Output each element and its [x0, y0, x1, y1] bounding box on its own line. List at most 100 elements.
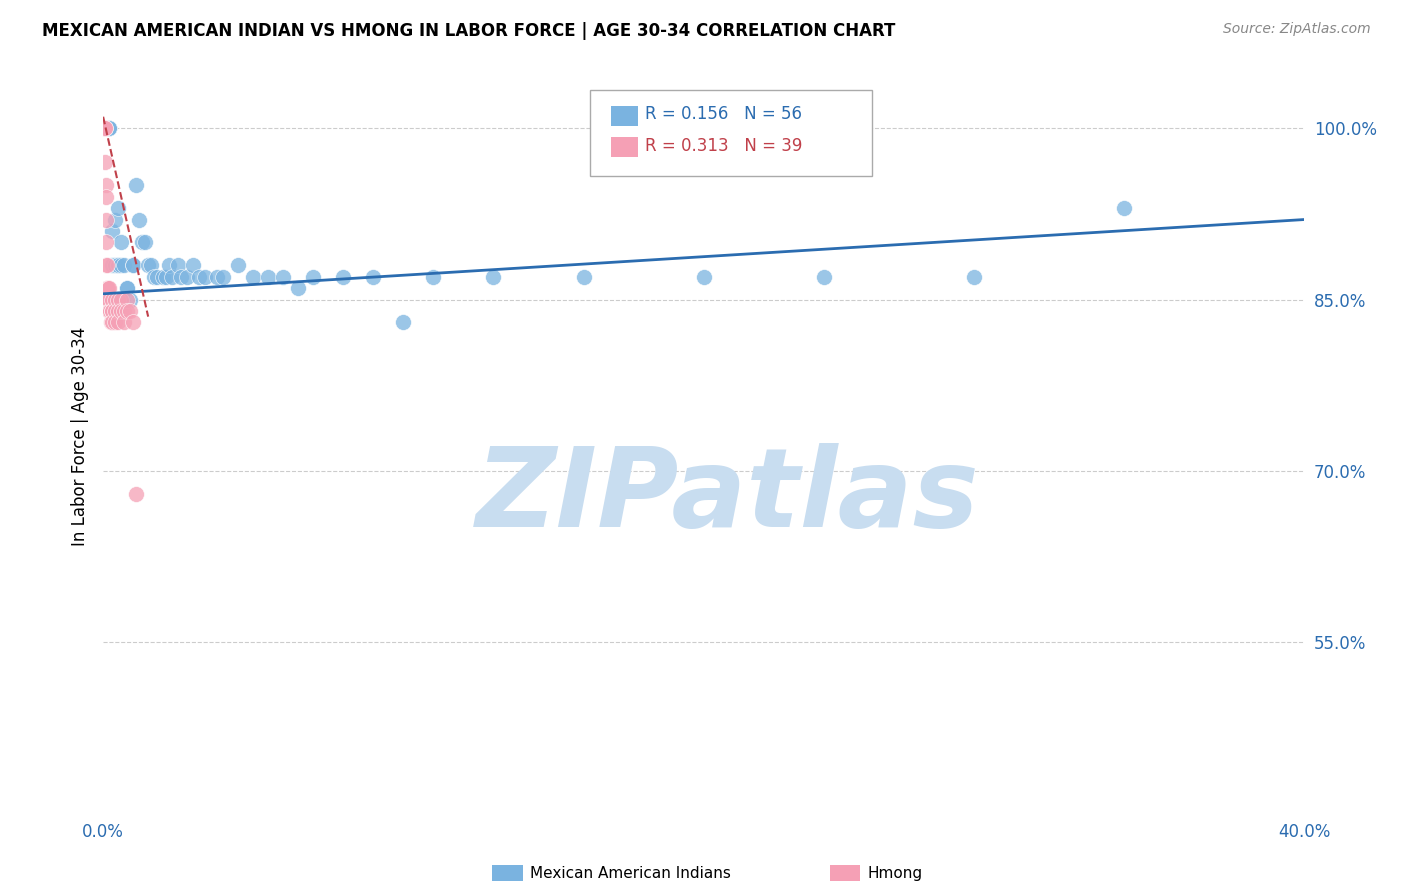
Point — [94, 155, 117, 169]
Point — [94, 235, 117, 250]
Point — [101, 293, 124, 307]
Point — [257, 269, 280, 284]
Point — [104, 315, 127, 329]
Point — [107, 315, 129, 329]
Point — [572, 269, 595, 284]
Text: MEXICAN AMERICAN INDIAN VS HMONG IN LABOR FORCE | AGE 30-34 CORRELATION CHART: MEXICAN AMERICAN INDIAN VS HMONG IN LABO… — [42, 22, 896, 40]
Point — [212, 269, 235, 284]
Point — [112, 315, 135, 329]
Point — [963, 269, 986, 284]
Point — [98, 304, 121, 318]
Point — [160, 269, 183, 284]
Text: R = 0.156   N = 56: R = 0.156 N = 56 — [645, 105, 801, 123]
Point — [141, 258, 163, 272]
Point — [136, 258, 159, 272]
Point — [115, 304, 138, 318]
Point — [112, 258, 135, 272]
Point — [194, 269, 217, 284]
Point — [98, 121, 121, 136]
Point — [392, 315, 415, 329]
Point — [94, 178, 117, 193]
Point — [98, 293, 121, 307]
Point — [134, 235, 156, 250]
Point — [96, 258, 118, 272]
Point — [94, 212, 117, 227]
Point — [122, 258, 145, 272]
Point — [155, 269, 177, 284]
Point — [115, 281, 138, 295]
Y-axis label: In Labor Force | Age 30-34: In Labor Force | Age 30-34 — [72, 327, 89, 546]
Point — [98, 281, 121, 295]
Point — [93, 121, 115, 136]
Point — [226, 258, 249, 272]
Text: Hmong: Hmong — [868, 866, 922, 880]
Point — [1112, 201, 1135, 215]
Point — [101, 315, 124, 329]
Text: R = 0.313   N = 39: R = 0.313 N = 39 — [645, 136, 803, 154]
Point — [122, 258, 145, 272]
Point — [98, 304, 121, 318]
Point — [97, 293, 120, 307]
FancyBboxPatch shape — [612, 137, 637, 157]
Point — [146, 269, 169, 284]
Point — [167, 258, 190, 272]
Point — [813, 269, 835, 284]
Point — [110, 235, 132, 250]
Point — [107, 258, 129, 272]
Point — [271, 269, 294, 284]
Point — [93, 121, 115, 136]
Point — [332, 269, 354, 284]
Point — [181, 258, 204, 272]
Point — [120, 293, 142, 307]
Point — [112, 304, 135, 318]
Point — [170, 269, 193, 284]
Point — [110, 293, 132, 307]
Point — [94, 258, 117, 272]
Point — [188, 269, 211, 284]
Point — [94, 121, 117, 136]
Point — [104, 304, 127, 318]
Point — [101, 258, 124, 272]
Point — [692, 269, 714, 284]
Point — [97, 281, 120, 295]
Point — [242, 269, 264, 284]
Point — [207, 269, 229, 284]
Point — [363, 269, 385, 284]
Point — [101, 224, 124, 238]
FancyBboxPatch shape — [589, 90, 872, 177]
Point — [94, 190, 117, 204]
Point — [176, 269, 198, 284]
Point — [104, 212, 127, 227]
Point — [287, 281, 309, 295]
Point — [110, 258, 132, 272]
Point — [107, 258, 129, 272]
Point — [120, 304, 142, 318]
Point — [157, 258, 180, 272]
Point — [482, 269, 505, 284]
Text: ZIPatlas: ZIPatlas — [475, 443, 980, 550]
Point — [94, 121, 117, 136]
Point — [101, 304, 124, 318]
Point — [122, 315, 145, 329]
Point — [93, 121, 115, 136]
FancyBboxPatch shape — [612, 106, 637, 126]
Point — [115, 293, 138, 307]
Point — [152, 269, 174, 284]
Text: Mexican American Indians: Mexican American Indians — [530, 866, 731, 880]
Point — [104, 293, 127, 307]
Point — [104, 258, 127, 272]
Point — [125, 178, 148, 193]
Point — [422, 269, 444, 284]
Point — [128, 212, 150, 227]
Point — [107, 201, 129, 215]
Point — [96, 281, 118, 295]
Point — [107, 304, 129, 318]
Text: Source: ZipAtlas.com: Source: ZipAtlas.com — [1223, 22, 1371, 37]
Point — [131, 235, 153, 250]
Point — [93, 121, 115, 136]
Point — [98, 121, 121, 136]
Point — [101, 304, 124, 318]
Point — [98, 121, 121, 136]
Point — [302, 269, 325, 284]
Point — [100, 315, 122, 329]
